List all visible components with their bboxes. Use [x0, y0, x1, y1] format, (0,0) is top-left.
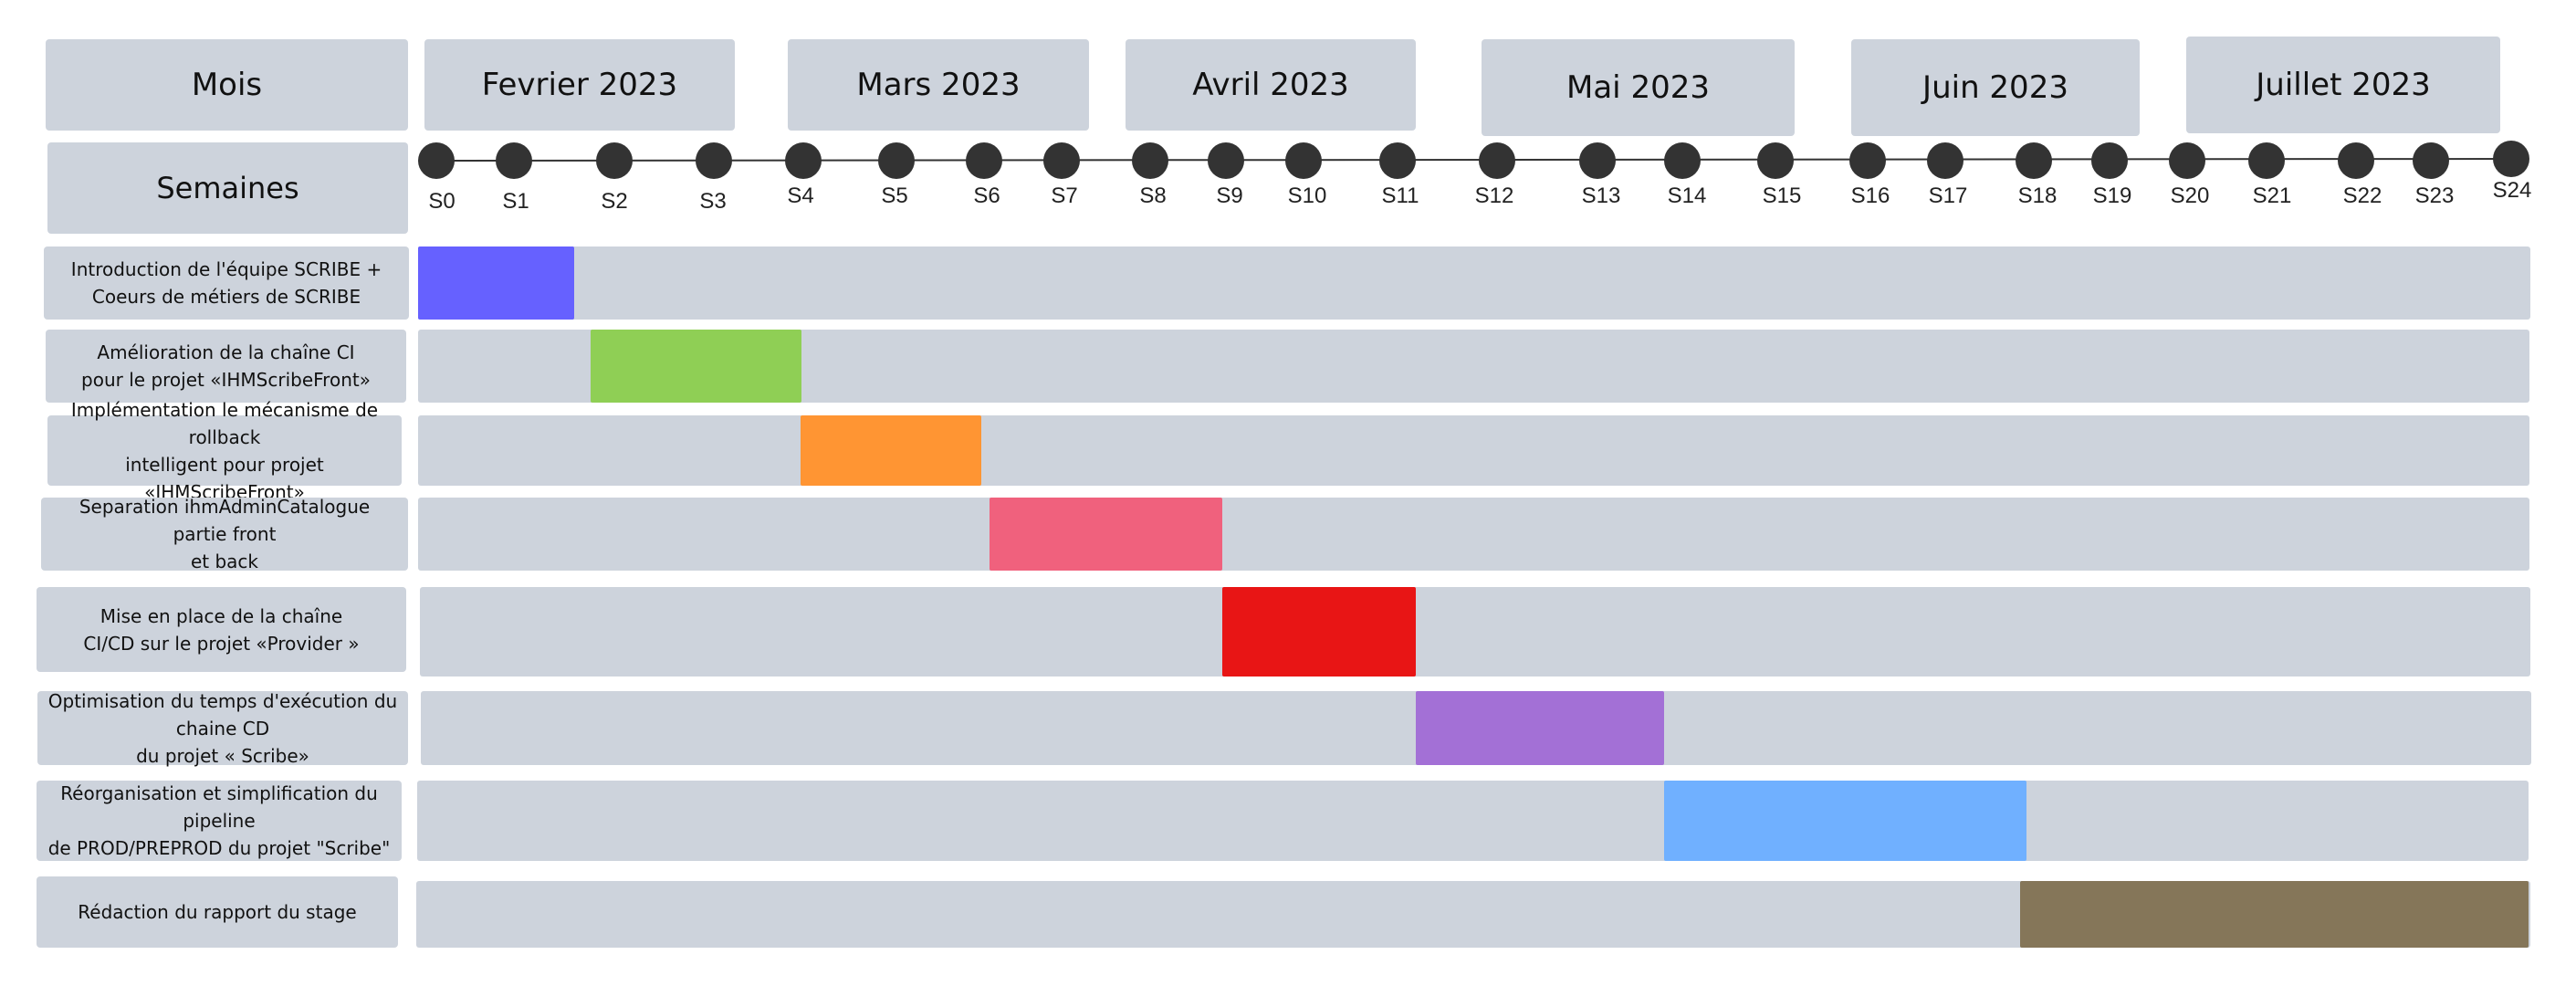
- task-bar: [591, 330, 801, 403]
- week-dot-s4: [785, 142, 822, 179]
- task-label-line1: Amélioration de la chaîne CI: [97, 341, 355, 363]
- task-label: Amélioration de la chaîne CI pour le pro…: [46, 330, 406, 403]
- mois-header: Mois: [46, 39, 408, 131]
- task-track: [418, 498, 2529, 571]
- week-label-s6: S6: [973, 184, 1000, 208]
- semaines-header: Semaines: [47, 142, 408, 234]
- week-dot-s18: [2016, 142, 2052, 179]
- week-dot-s22: [2338, 142, 2374, 179]
- week-label-s20: S20: [2170, 184, 2210, 208]
- task-label-line2: Coeurs de métiers de SCRIBE: [91, 286, 361, 308]
- week-label-s13: S13: [1581, 184, 1621, 208]
- week-dot-s2: [596, 142, 633, 179]
- week-label-s9: S9: [1216, 184, 1243, 208]
- week-dot-s19: [2091, 142, 2128, 179]
- week-label-s19: S19: [2092, 184, 2132, 208]
- week-label-s3: S3: [699, 189, 727, 214]
- week-dot-s24: [2493, 141, 2529, 177]
- task-label-line1: Rédaction du rapport du stage: [78, 901, 357, 923]
- task-label-line2: pour le projet «IHMScribeFront»: [81, 369, 371, 391]
- task-label-line2: CI/CD sur le projet «Provider »: [83, 632, 360, 655]
- month-fevrier: Fevrier 2023: [424, 39, 735, 131]
- week-dot-s0: [418, 142, 455, 179]
- week-dot-s21: [2248, 142, 2285, 179]
- month-juillet: Juillet 2023: [2186, 37, 2500, 133]
- task-label: Implémentation le mécanisme de rollback …: [47, 399, 402, 503]
- week-dot-s11: [1379, 142, 1416, 179]
- week-label-s14: S14: [1667, 184, 1707, 208]
- week-dot-s7: [1043, 142, 1080, 179]
- task-label-line2: de PROD/PREPROD du projet "Scribe": [47, 837, 391, 859]
- task-track: [418, 415, 2529, 486]
- week-dot-s17: [1927, 142, 1963, 179]
- week-label-s17: S17: [1928, 184, 1968, 208]
- task-bar: [1416, 691, 1664, 765]
- week-label-s12: S12: [1474, 184, 1514, 208]
- task-label: Separation ihmAdminCatalogue partie fron…: [41, 496, 408, 572]
- week-dot-s5: [878, 142, 915, 179]
- week-label-s0: S0: [428, 189, 456, 214]
- task-bar: [990, 498, 1222, 571]
- task-label: Rédaction du rapport du stage: [37, 876, 398, 948]
- month-avril: Avril 2023: [1126, 39, 1416, 131]
- week-label-s4: S4: [787, 184, 814, 208]
- task-label-line1: Réorganisation et simplification du pipe…: [60, 782, 378, 832]
- task-label-line1: Separation ihmAdminCatalogue partie fron…: [79, 496, 371, 545]
- task-label: Réorganisation et simplification du pipe…: [37, 781, 402, 861]
- task-label-line1: Optimisation du temps d'exécution du cha…: [47, 689, 398, 740]
- week-label-s18: S18: [2017, 184, 2058, 208]
- week-label-s7: S7: [1051, 184, 1078, 208]
- week-label-s5: S5: [881, 184, 908, 208]
- week-label-s1: S1: [502, 189, 529, 214]
- week-label-s23: S23: [2414, 184, 2455, 208]
- week-label-s8: S8: [1139, 184, 1167, 208]
- task-bar: [418, 246, 574, 320]
- task-bar: [1664, 781, 2026, 861]
- week-label-s11: S11: [1381, 184, 1419, 208]
- month-mars: Mars 2023: [788, 39, 1089, 131]
- task-label-line2: du projet « Scribe»: [136, 744, 309, 767]
- week-label-s2: S2: [601, 189, 628, 214]
- task-label-line1: Mise en place de la chaîne: [99, 604, 343, 627]
- task-track: [420, 587, 2530, 677]
- week-dot-s23: [2413, 142, 2449, 179]
- task-label: Optimisation du temps d'exécution du cha…: [37, 690, 408, 767]
- week-dot-s15: [1757, 142, 1794, 179]
- week-dot-s9: [1208, 142, 1244, 179]
- week-dot-s14: [1664, 142, 1701, 179]
- week-dot-s1: [496, 142, 532, 179]
- week-label-s24: S24: [2492, 178, 2532, 203]
- task-label-line1: Implémentation le mécanisme de rollback: [70, 398, 379, 448]
- week-label-s15: S15: [1762, 184, 1802, 208]
- task-label-line2: et back: [190, 551, 259, 572]
- week-label-s21: S21: [2252, 184, 2292, 208]
- task-label-line1: Introduction de l'équipe SCRIBE +: [70, 258, 382, 280]
- week-dot-s10: [1285, 142, 1322, 179]
- week-dot-s6: [966, 142, 1002, 179]
- week-label-s16: S16: [1850, 184, 1890, 208]
- month-mai: Mai 2023: [1482, 39, 1795, 136]
- week-dot-s13: [1579, 142, 1616, 179]
- week-dot-s8: [1132, 142, 1168, 179]
- task-bar: [801, 415, 981, 486]
- week-dot-s20: [2169, 142, 2205, 179]
- task-label: Mise en place de la chaîne CI/CD sur le …: [37, 587, 406, 672]
- week-label-s10: S10: [1287, 184, 1327, 208]
- task-bar: [1222, 587, 1416, 677]
- week-dot-s16: [1849, 142, 1886, 179]
- task-track: [418, 246, 2530, 320]
- task-label: Introduction de l'équipe SCRIBE + Coeurs…: [44, 246, 409, 320]
- week-timeline-line: [435, 158, 2512, 162]
- week-dot-s12: [1479, 142, 1515, 179]
- month-juin: Juin 2023: [1851, 39, 2140, 136]
- week-label-s22: S22: [2342, 184, 2382, 208]
- task-bar: [2020, 881, 2529, 948]
- task-track: [417, 781, 2529, 861]
- week-dot-s3: [696, 142, 732, 179]
